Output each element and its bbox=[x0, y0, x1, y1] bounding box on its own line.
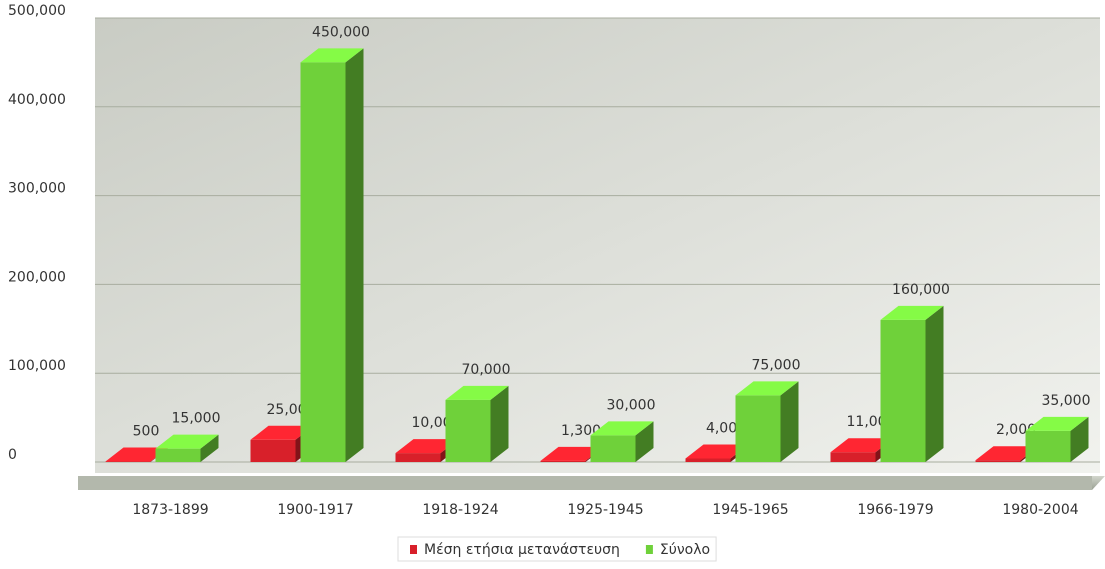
legend-swatch bbox=[646, 545, 653, 554]
bar bbox=[686, 458, 731, 462]
x-tick-label: 1980-2004 bbox=[1002, 502, 1078, 518]
value-label: 15,000 bbox=[172, 411, 221, 427]
bar bbox=[301, 62, 346, 462]
bar bbox=[831, 452, 876, 462]
value-label: 160,000 bbox=[892, 282, 950, 298]
bar-side bbox=[926, 306, 944, 462]
bar bbox=[446, 400, 491, 462]
x-tick-label: 1966-1979 bbox=[857, 502, 933, 518]
bar bbox=[156, 449, 201, 462]
bar bbox=[1026, 431, 1071, 462]
bar bbox=[591, 435, 636, 462]
x-tick-label: 1873-1899 bbox=[132, 502, 208, 518]
plot-background bbox=[95, 18, 1100, 473]
legend-swatch bbox=[410, 545, 417, 554]
value-label: 500 bbox=[133, 424, 160, 440]
x-tick-label: 1945-1965 bbox=[712, 502, 788, 518]
value-label: 450,000 bbox=[312, 24, 370, 40]
x-tick-label: 1925-1945 bbox=[567, 502, 643, 518]
bar bbox=[396, 453, 441, 462]
value-label: 70,000 bbox=[462, 362, 511, 378]
bar bbox=[881, 320, 926, 462]
y-tick-label: 0 bbox=[8, 447, 17, 463]
x-tick-label: 1900-1917 bbox=[277, 502, 353, 518]
value-label: 30,000 bbox=[607, 397, 656, 413]
bar bbox=[736, 395, 781, 462]
floor-front bbox=[78, 476, 1092, 490]
y-tick-label: 500,000 bbox=[8, 3, 66, 19]
y-tick-label: 400,000 bbox=[8, 92, 66, 108]
bar bbox=[541, 461, 586, 462]
legend-label: Μέση ετήσια μετανάστευση bbox=[424, 542, 620, 558]
legend: Μέση ετήσια μετανάστευση Σύνολο bbox=[398, 537, 716, 561]
y-tick-label: 300,000 bbox=[8, 181, 66, 197]
bar-side bbox=[346, 48, 364, 462]
bar-side bbox=[781, 381, 799, 462]
y-tick-label: 200,000 bbox=[8, 269, 66, 285]
y-tick-label: 100,000 bbox=[8, 358, 66, 374]
legend-label: Σύνολο bbox=[660, 542, 710, 558]
bar bbox=[976, 460, 1021, 462]
value-label: 35,000 bbox=[1042, 393, 1091, 409]
x-tick-label: 1918-1924 bbox=[422, 502, 498, 518]
value-label: 75,000 bbox=[752, 357, 801, 373]
bar bbox=[251, 440, 296, 462]
